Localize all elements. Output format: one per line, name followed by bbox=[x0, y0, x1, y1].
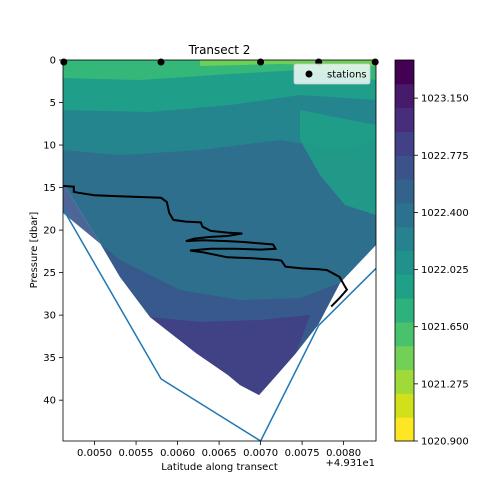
x-tick-label: 0.0070 bbox=[243, 448, 278, 459]
y-tick-label: 35 bbox=[43, 353, 56, 364]
y-axis-ticks: 0 5 10 15 20 25 30 35 40 bbox=[43, 56, 63, 407]
chart-title: Transect 2 bbox=[188, 43, 251, 57]
colorbar-tick-label: 1021.275 bbox=[421, 379, 469, 390]
colorbar-tick-label: 1020.900 bbox=[421, 437, 469, 448]
colorbar-band bbox=[395, 202, 414, 228]
colorbar-tick-label: 1022.775 bbox=[421, 151, 469, 162]
colorbar-band bbox=[395, 60, 414, 85]
colorbar-band bbox=[395, 417, 414, 442]
axes-frame bbox=[62, 59, 377, 442]
colorbar-band bbox=[395, 369, 414, 394]
colorbar-band bbox=[395, 393, 414, 418]
x-tick-label: 0.0075 bbox=[285, 448, 320, 459]
colorbar bbox=[395, 60, 414, 442]
station-marker bbox=[257, 58, 265, 66]
colorbar-tick-label: 1023.150 bbox=[421, 94, 469, 105]
station-marker bbox=[157, 58, 165, 66]
colorbar-band bbox=[395, 321, 414, 347]
x-tick-label: 0.0065 bbox=[202, 448, 237, 459]
legend-box bbox=[293, 63, 371, 85]
y-tick-label: 25 bbox=[43, 268, 56, 279]
colorbar-band bbox=[395, 274, 414, 299]
colorbar-band bbox=[395, 131, 414, 156]
x-tick-label: 0.0060 bbox=[160, 448, 195, 459]
bottom-outline-line bbox=[63, 208, 376, 441]
y-tick-label: 20 bbox=[43, 226, 56, 237]
y-axis-label: Pressure [dbar] bbox=[29, 212, 40, 289]
colorbar-band bbox=[395, 345, 414, 371]
station-marker bbox=[60, 58, 68, 66]
colorbar-band bbox=[395, 107, 414, 132]
colorbar-ticks: 1020.900 1021.275 1021.650 1022.025 1022.400… bbox=[414, 94, 469, 448]
colorbar-tick-label: 1022.400 bbox=[421, 208, 469, 219]
y-tick-label: 10 bbox=[43, 141, 56, 152]
colorbar-band bbox=[395, 250, 414, 275]
field-deepest-band bbox=[150, 315, 310, 395]
station-marker bbox=[371, 58, 379, 66]
y-tick-label: 5 bbox=[50, 98, 56, 109]
colorbar-tick-label: 1021.650 bbox=[421, 322, 469, 333]
y-tick-label: 15 bbox=[43, 183, 56, 194]
colorbar-band bbox=[395, 226, 414, 251]
y-tick-label: 0 bbox=[50, 56, 56, 67]
colorbar-tick-label: 1022.025 bbox=[421, 265, 469, 276]
colorbar-band bbox=[395, 179, 414, 204]
x-tick-label: 0.0080 bbox=[326, 448, 361, 459]
isopycnal-contour-line bbox=[63, 184, 349, 308]
legend-label: stations bbox=[327, 70, 367, 81]
density-contour-field bbox=[63, 60, 376, 395]
x-tick-label: 0.0055 bbox=[119, 448, 154, 459]
x-axis-ticks: 0.0050 0.0055 0.0060 0.0065 0.0070 0.0075 0.00… bbox=[77, 441, 361, 459]
y-tick-label: 40 bbox=[43, 396, 56, 407]
x-axis-offset-label: +4.931e1 bbox=[325, 458, 375, 469]
colorbar-frame bbox=[394, 59, 415, 442]
colorbar-band bbox=[395, 298, 414, 323]
legend-station-marker bbox=[305, 70, 313, 78]
colorbar-band bbox=[395, 83, 414, 109]
colorbar-band bbox=[395, 155, 414, 180]
x-axis-label: Latitude along transect bbox=[161, 462, 278, 473]
field-right-lens bbox=[300, 110, 376, 215]
x-tick-label: 0.0050 bbox=[77, 448, 112, 459]
legend: stations bbox=[293, 63, 371, 85]
y-tick-label: 30 bbox=[43, 311, 56, 322]
